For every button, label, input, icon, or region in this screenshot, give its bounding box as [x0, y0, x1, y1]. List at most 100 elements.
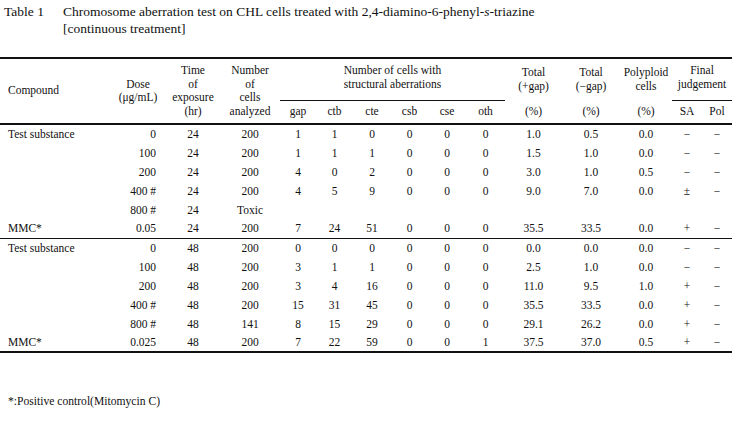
table-cell: 0	[428, 238, 466, 257]
table-cell: 15	[316, 314, 353, 333]
table-cell: 0	[466, 314, 505, 333]
footnotes: *:Positive control(Mitomycin C) ctb:Chro…	[8, 366, 535, 427]
table-cell: 1.0	[562, 143, 620, 162]
table-cell	[466, 200, 505, 219]
table-cell: 1	[280, 143, 316, 162]
table-cell	[0, 162, 110, 181]
table-cell	[505, 200, 562, 219]
table-cell: 0.0	[620, 124, 672, 143]
table-cell: 0.05	[110, 219, 166, 238]
table-cell: 35.5	[505, 219, 562, 238]
table-cell: 0	[391, 162, 428, 181]
col-header-cells-analyzed: Number of cells analyzed	[220, 58, 280, 124]
table-cell: 11.0	[505, 276, 562, 295]
table-cell: 0	[466, 181, 505, 200]
col-subheader-percent-minus-gap: (%)	[562, 100, 620, 124]
table-cell: 0	[391, 143, 428, 162]
table-cell: 0	[428, 314, 466, 333]
table-header: Compound Dose (μg/mL) Time of exposure (…	[0, 58, 732, 124]
table-cell	[562, 200, 620, 219]
table-cell: 48	[166, 314, 220, 333]
table-cell: 59	[353, 333, 391, 352]
table-cell: −	[702, 276, 732, 295]
table-cell: 7	[280, 219, 316, 238]
table-cell: −	[702, 295, 732, 314]
table-cell: 0	[391, 314, 428, 333]
table-cell	[0, 276, 110, 295]
table-cell: 0	[391, 238, 428, 257]
table-cell: 0	[110, 238, 166, 257]
table-cell: 29.1	[505, 314, 562, 333]
table-row: 200242004020003.01.00.5−−	[0, 162, 732, 181]
table-cell: 0	[391, 295, 428, 314]
table-cell: +	[672, 276, 702, 295]
table-cell: 48	[166, 238, 220, 257]
table-cell: 7.0	[562, 181, 620, 200]
col-header-compound: Compound	[0, 58, 110, 124]
table-cell: 37.0	[562, 333, 620, 352]
table-cell: 1.0	[562, 257, 620, 276]
table-cell: 0	[428, 143, 466, 162]
table-cell: 22	[316, 333, 353, 352]
table-cell: 24	[166, 219, 220, 238]
table-cell: 200	[220, 143, 280, 162]
table-cell: 33.5	[562, 219, 620, 238]
table-cell: 400 #	[110, 295, 166, 314]
table-cell: 1.0	[505, 124, 562, 143]
table-cell: Test substance	[0, 124, 110, 143]
table-row: MMC*0.025482007225900137.537.00.5+−	[0, 333, 732, 352]
table-cell: 200	[110, 162, 166, 181]
table-cell: 1.0	[562, 162, 620, 181]
table-cell: 0	[353, 238, 391, 257]
table-row: MMC*0.05242007245100035.533.50.0+−	[0, 219, 732, 238]
table-cell	[428, 200, 466, 219]
table-cell: 0.0	[620, 295, 672, 314]
table-cell	[0, 257, 110, 276]
table-cell: +	[672, 314, 702, 333]
col-subheader-oth: oth	[466, 100, 505, 124]
table-cell: 0	[428, 219, 466, 238]
table-cell	[280, 200, 316, 219]
table-cell: 200	[220, 257, 280, 276]
col-subheader-pol: Pol	[702, 100, 732, 124]
table-cell: 200	[220, 295, 280, 314]
col-subheader-cte: cte	[353, 100, 391, 124]
table-cell	[0, 295, 110, 314]
table-row: 100482003110002.51.00.0−−	[0, 257, 732, 276]
col-subheader-csb: csb	[391, 100, 428, 124]
table-cell: 0	[391, 181, 428, 200]
table-row: 800 #481418152900029.126.20.0+−	[0, 314, 732, 333]
table-section-24hr: Test substance0242001100001.00.50.0−−100…	[0, 124, 732, 238]
table-cell: 0	[391, 257, 428, 276]
table-cell: 200	[220, 162, 280, 181]
table-cell: 16	[353, 276, 391, 295]
table-cell: 24	[166, 181, 220, 200]
table-cell: 9	[353, 181, 391, 200]
table-cell: 37.5	[505, 333, 562, 352]
table-cell: Test substance	[0, 238, 110, 257]
table-cell: 5	[316, 181, 353, 200]
table-cell: 4	[316, 276, 353, 295]
table-cell: 29	[353, 314, 391, 333]
table-cell: 51	[353, 219, 391, 238]
table-cell	[353, 200, 391, 219]
table-cell: 0	[466, 295, 505, 314]
table-cell: 0	[428, 257, 466, 276]
table-caption-line2: [continuous treatment]	[63, 20, 535, 37]
col-subheader-gap: gap	[280, 100, 316, 124]
table-cell: 0	[353, 124, 391, 143]
table-cell: 9.0	[505, 181, 562, 200]
table-cell: 0	[391, 333, 428, 352]
table-cell: −	[702, 124, 732, 143]
table-cell: 0	[466, 238, 505, 257]
col-header-dose: Dose (μg/mL)	[110, 58, 166, 124]
footnote-positive-control: *:Positive control(Mitomycin C)	[8, 395, 535, 410]
table-cell: 1	[353, 143, 391, 162]
table-cell: 0	[316, 238, 353, 257]
table-cell: 0.5	[620, 333, 672, 352]
table-cell: −	[702, 219, 732, 238]
table-cell: 0	[466, 124, 505, 143]
table-cell: 45	[353, 295, 391, 314]
table-cell	[316, 200, 353, 219]
table-cell: 24	[166, 124, 220, 143]
